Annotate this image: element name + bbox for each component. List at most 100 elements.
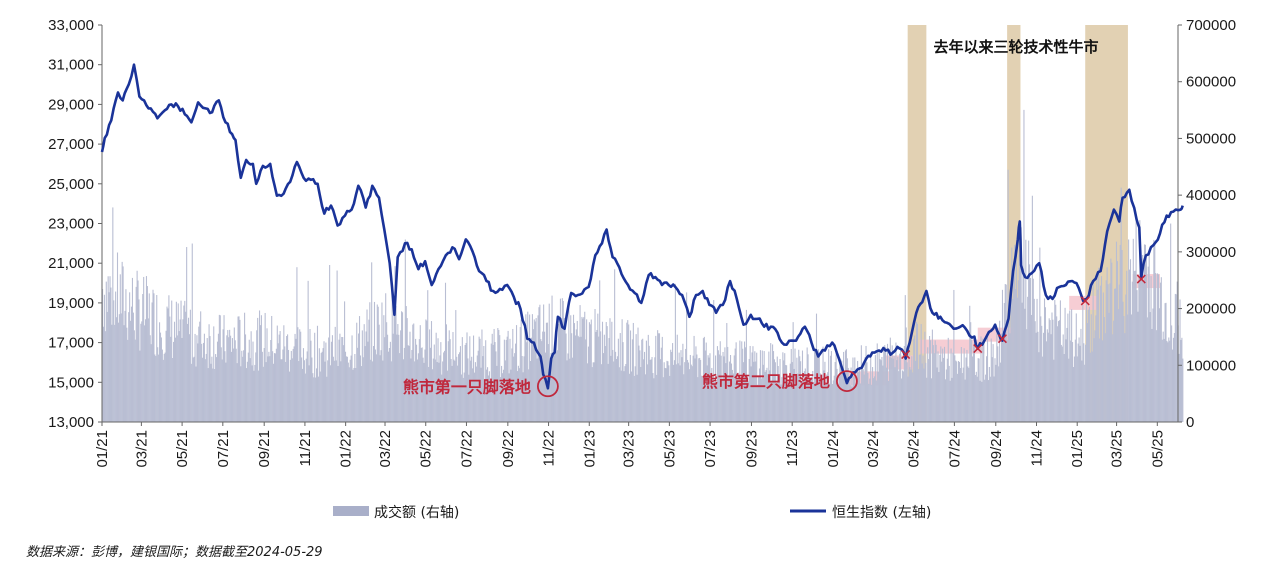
volume-bar: [553, 355, 555, 422]
volume-bar: [601, 321, 604, 422]
volume-bar: [725, 363, 727, 422]
volume-bar: [613, 361, 615, 422]
volume-bar: [760, 378, 762, 422]
volume-bar: [884, 345, 886, 422]
volume-bar: [463, 372, 465, 422]
volume-bar: [969, 305, 971, 422]
volume-bar: [527, 311, 529, 422]
volume-bar: [637, 327, 639, 422]
x-tick-label: 07/22: [458, 430, 475, 468]
volume-bar: [665, 368, 667, 422]
volume-bar: [158, 354, 160, 422]
volume-bar: [742, 348, 744, 422]
volume-bar: [1110, 258, 1112, 422]
volume-bar: [1087, 309, 1089, 422]
volume-bar: [122, 266, 124, 422]
volume-bar: [994, 358, 996, 422]
volume-bar: [840, 359, 842, 422]
volume-bar: [474, 362, 476, 422]
volume-bar: [647, 334, 649, 422]
volume-bar: [239, 319, 241, 422]
volume-bar: [765, 370, 767, 422]
volume-bar: [281, 359, 283, 422]
volume-bar: [507, 330, 509, 422]
volume-bar: [619, 333, 621, 422]
volume-bar: [111, 324, 113, 422]
volume-bar: [1018, 254, 1020, 422]
volume-bar: [639, 350, 641, 422]
volume-bar: [531, 314, 533, 422]
volume-bar: [1146, 317, 1148, 422]
volume-bar: [825, 384, 827, 422]
volume-bar: [487, 367, 489, 422]
volume-bar: [577, 335, 579, 422]
volume-bar: [1091, 351, 1093, 422]
volume-bar: [937, 351, 939, 422]
volume-bar: [225, 362, 227, 422]
volume-bar: [975, 371, 977, 422]
volume-bar: [567, 353, 569, 422]
volume-bar: [1017, 280, 1019, 422]
volume-bar: [983, 340, 985, 422]
volume-bar: [676, 334, 678, 422]
volume-bar: [136, 270, 138, 422]
volume-bar: [453, 359, 455, 422]
volume-bar: [318, 348, 320, 422]
volume-bar: [149, 335, 151, 422]
volume-bar: [833, 375, 835, 422]
volume-bar: [1078, 337, 1080, 422]
volume-bar: [480, 367, 482, 422]
volume-bar: [475, 366, 477, 422]
volume-bar: [909, 367, 911, 422]
volume-bar: [823, 370, 825, 422]
volume-bar: [668, 365, 670, 422]
volume-bar: [906, 362, 908, 422]
volume-bar: [1003, 302, 1005, 422]
volume-bar: [844, 350, 847, 422]
volume-bar: [333, 360, 335, 422]
volume-bar: [1082, 304, 1084, 422]
volume-bar: [918, 354, 920, 422]
volume-bar: [432, 358, 434, 422]
volume-bar: [460, 374, 462, 422]
volume-bar: [640, 366, 642, 422]
volume-bar: [1008, 320, 1010, 422]
volume-bar: [466, 332, 468, 422]
volume-bar: [223, 315, 225, 422]
volume-bar: [482, 356, 484, 422]
volume-bar: [631, 339, 633, 422]
volume-bar: [583, 317, 585, 422]
volume-bar: [788, 384, 790, 422]
volume-bar: [367, 341, 369, 422]
volume-bar: [972, 344, 975, 422]
volume-bar: [1075, 313, 1077, 422]
volume-bar: [399, 353, 401, 422]
volume-bar: [1132, 238, 1134, 422]
volume-bar: [996, 331, 998, 422]
volume-bar: [558, 316, 561, 422]
volume-bar: [792, 322, 794, 422]
volume-bar: [336, 270, 338, 422]
volume-bar: [715, 381, 718, 422]
volume-bar: [472, 368, 474, 422]
volume-bar: [452, 332, 454, 422]
volume-bar: [444, 282, 447, 422]
volume-bar: [169, 316, 171, 422]
volume-bar: [1149, 312, 1151, 422]
volume-bar: [1175, 294, 1177, 422]
volume-bar: [586, 319, 588, 422]
volume-bar: [964, 379, 966, 422]
volume-bar: [793, 368, 795, 422]
volume-bar: [933, 353, 935, 422]
volume-bar: [305, 358, 307, 422]
volume-bar: [361, 330, 363, 422]
volume-bar: [260, 315, 262, 422]
bottom-label-1: 熊市第一只脚落地: [403, 377, 531, 396]
volume-bar: [236, 363, 238, 422]
left-tick-label: 19,000: [48, 295, 94, 312]
volume-bar: [858, 368, 861, 422]
x-tick-label: 05/21: [174, 430, 191, 468]
volume-bar: [334, 326, 336, 422]
volume-bar: [102, 288, 104, 422]
volume-bar: [544, 352, 547, 422]
